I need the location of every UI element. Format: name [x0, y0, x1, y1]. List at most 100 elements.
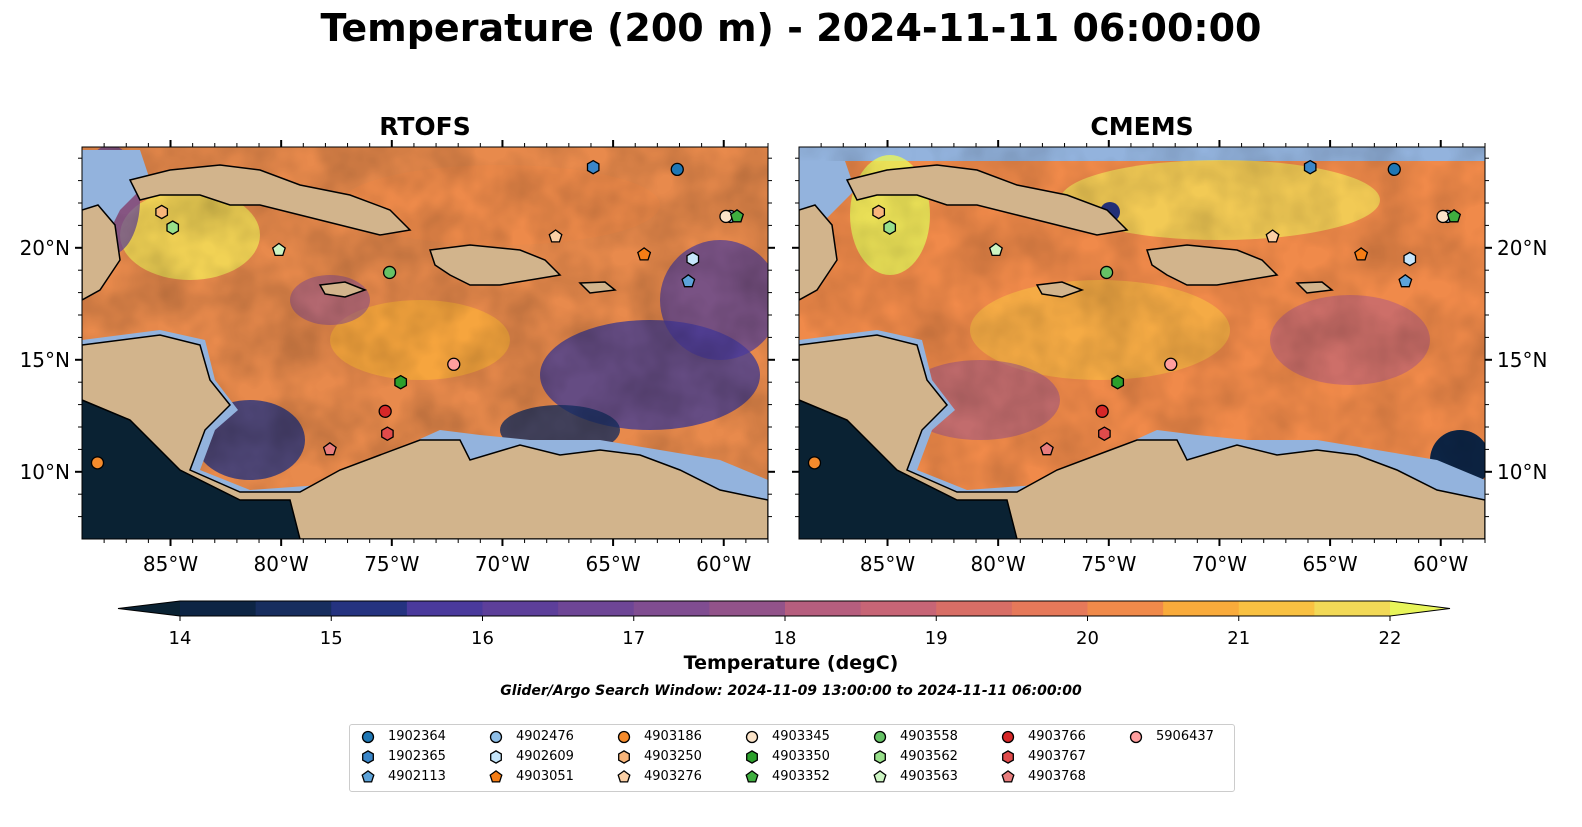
legend-label: 4903768	[1028, 769, 1086, 784]
float-marker-4903350	[394, 374, 408, 390]
legend-marker-4903250	[618, 749, 630, 764]
float-marker-4903276	[548, 229, 563, 243]
lat-tick-label: 20°N	[1497, 236, 1547, 260]
colorbar-over-extension	[1390, 601, 1450, 616]
legend-item-1902365: 1902365	[360, 748, 446, 766]
legend-item-4903345: 4903345	[744, 728, 830, 746]
float-marker-4903051	[1354, 247, 1369, 261]
legend-marker-icon	[361, 769, 375, 783]
float-legend: 1902364 1902365 4902113 4902476 4902609 49030…	[349, 724, 1235, 792]
legend-marker-4903766	[1001, 730, 1015, 743]
lon-tick-label: 60°W	[696, 552, 751, 576]
lon-tick-label: 80°W	[254, 552, 309, 576]
colorbar-under-extension	[118, 601, 180, 616]
float-marker-4903186	[807, 456, 822, 470]
colorbar-segment	[1011, 601, 1088, 616]
legend-marker-icon	[361, 730, 375, 743]
float-markers	[90, 159, 1462, 470]
panel-title-rtofs: RTOFS	[379, 112, 471, 141]
colorbar-segment	[180, 601, 257, 616]
yucatan-land	[82, 204, 121, 301]
legend-marker-icon	[362, 749, 374, 764]
legend-item-4903767: 4903767	[1000, 748, 1086, 766]
lon-tick-label: 80°W	[971, 552, 1026, 576]
legend-item-4903768: 4903768	[1000, 768, 1086, 786]
yucatan-land	[799, 204, 838, 301]
float-marker-4902609	[686, 251, 700, 267]
colorbar-tick-label: 20	[1076, 628, 1099, 649]
float-marker-1902365	[1303, 159, 1317, 175]
legend-marker-4902113	[361, 769, 375, 783]
map-panel-rtofs	[81, 146, 769, 540]
puerto-rico-land	[1295, 281, 1334, 294]
legend-marker-icon	[874, 749, 886, 764]
legend-marker-4902609	[490, 749, 502, 764]
colorbar-tick-label: 15	[320, 628, 343, 649]
legend-marker-4903768	[1001, 769, 1015, 783]
legend-label: 4903350	[772, 749, 830, 764]
legend-marker-4903350	[746, 749, 758, 764]
legend-item-4903051: 4903051	[488, 768, 574, 786]
legend-marker-4903563	[873, 769, 887, 783]
search-window-caption: Glider/Argo Search Window: 2024-11-09 13…	[500, 683, 1082, 699]
float-marker-1902365	[586, 159, 600, 175]
float-marker-4903768	[322, 441, 337, 456]
legend-marker-4902476	[489, 730, 503, 743]
colorbar: 14 15 16 17 18 19 20 21 22	[117, 600, 1451, 649]
colorbar-segment	[709, 601, 786, 616]
legend-label: 4903766	[1028, 729, 1086, 744]
float-marker-4903345	[719, 209, 733, 224]
float-marker-4903766	[1095, 404, 1109, 418]
legend-item-4903186: 4903186	[616, 728, 702, 746]
float-marker-4903558	[382, 265, 397, 280]
colorbar-segment	[1238, 601, 1315, 616]
colorbar-tick-label: 19	[925, 628, 948, 649]
legend-marker-icon	[873, 769, 887, 783]
colorbar-segment	[785, 601, 862, 616]
legend-label: 4903276	[644, 769, 702, 784]
central-south-america-land	[799, 334, 1485, 539]
legend-item-4903276: 4903276	[616, 768, 702, 786]
float-marker-5906437	[447, 357, 461, 371]
colorbar-segment	[633, 601, 710, 616]
float-marker-4902113	[681, 273, 696, 288]
legend-marker-icon	[1001, 730, 1015, 743]
legend-marker-1902365	[362, 749, 374, 764]
legend-marker-icon	[617, 769, 631, 783]
colorbar-tick-label: 16	[471, 628, 494, 649]
legend-marker-4903558	[873, 730, 887, 743]
legend-marker-1902364	[361, 730, 375, 743]
legend-marker-icon	[489, 730, 503, 743]
float-marker-4903767	[1098, 426, 1111, 442]
legend-label: 4903562	[900, 749, 958, 764]
map-axes: 85°W 80°W 75°W 70°W 65°W 60°W 20°N 15°N 10°N 85°W…	[20, 140, 1547, 576]
panel-title-cmems: CMEMS	[1090, 112, 1194, 141]
legend-marker-icon	[489, 769, 503, 783]
lon-tick-label: 60°W	[1413, 552, 1468, 576]
legend-label: 4903767	[1028, 749, 1086, 764]
legend-item-4903563: 4903563	[872, 768, 958, 786]
colorbar-segment	[936, 601, 1013, 616]
float-marker-4903250	[155, 204, 169, 220]
colorbar-tick-label: 14	[169, 628, 192, 649]
float-marker-4902113	[1398, 273, 1413, 288]
legend-marker-icon	[1002, 749, 1014, 764]
float-marker-4903562	[166, 220, 180, 235]
legend-marker-4903186	[617, 730, 631, 743]
lon-tick-label: 65°W	[1302, 552, 1357, 576]
legend-label: 4903352	[772, 769, 830, 784]
hispaniola-land	[428, 244, 562, 286]
legend-label: 4903558	[900, 729, 958, 744]
colorbar-segment	[1314, 601, 1391, 616]
jamaica-land	[318, 281, 368, 298]
legend-item-4902609: 4902609	[488, 748, 574, 766]
legend-label: 1902364	[388, 729, 446, 744]
float-marker-4903766	[378, 404, 392, 418]
colorbar-segment	[331, 601, 408, 616]
colorbar-tick-label: 21	[1227, 628, 1250, 649]
colorbar-label: Temperature (degC)	[683, 652, 899, 674]
legend-label: 4903345	[772, 729, 830, 744]
lon-tick-label: 85°W	[860, 552, 915, 576]
colorbar-segment	[860, 601, 937, 616]
